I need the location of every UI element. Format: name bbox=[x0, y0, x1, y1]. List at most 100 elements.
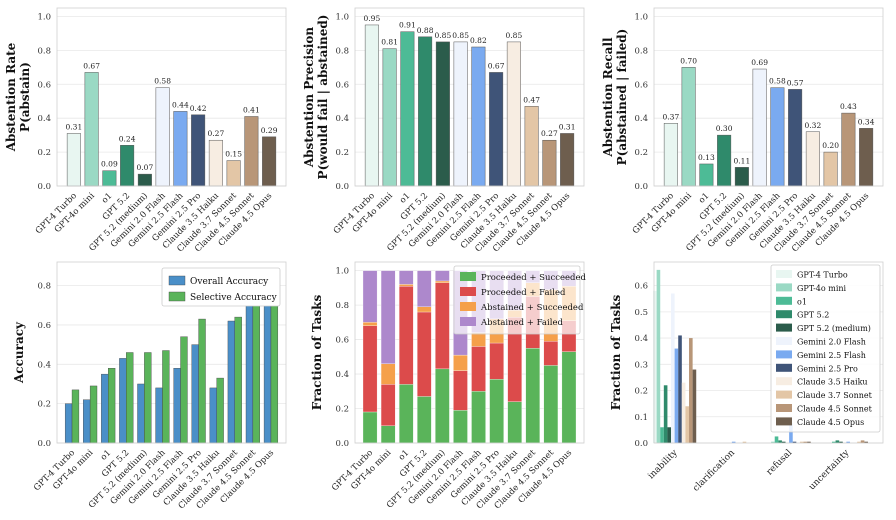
bar bbox=[681, 382, 686, 443]
bar-overall bbox=[263, 303, 272, 444]
data-label: 0.85 bbox=[435, 31, 452, 40]
stacked-segment bbox=[362, 325, 378, 413]
stacked-segment bbox=[362, 322, 378, 326]
stacked-segment bbox=[507, 401, 522, 444]
bar bbox=[734, 167, 749, 187]
y-axis-label: P(abstain) bbox=[18, 62, 32, 132]
legend-label: Overall Accuracy bbox=[190, 277, 269, 287]
data-label: 0.67 bbox=[488, 61, 505, 70]
stacked-segment bbox=[543, 341, 559, 366]
bar-overall bbox=[245, 295, 254, 444]
y-tick-label: 1.0 bbox=[37, 12, 51, 22]
data-label: 0.43 bbox=[840, 102, 857, 111]
legend-swatch bbox=[776, 270, 792, 278]
legend-label: Claude 3.5 Haiku bbox=[797, 378, 868, 387]
y-axis-label: Fraction of Tasks bbox=[609, 295, 623, 411]
bar-selective bbox=[162, 350, 170, 444]
y-tick-label: 0.4 bbox=[37, 360, 51, 370]
bar bbox=[778, 440, 782, 443]
data-label: 0.47 bbox=[523, 95, 540, 104]
bar bbox=[471, 46, 486, 187]
data-label: 0.37 bbox=[663, 112, 680, 121]
bar bbox=[155, 87, 170, 187]
bar bbox=[173, 111, 188, 187]
bar bbox=[453, 41, 468, 187]
y-tick-label: 0.2 bbox=[37, 400, 51, 410]
legend-label: GPT 5.2 bbox=[797, 311, 829, 320]
y-tick-label: 0.0 bbox=[335, 439, 349, 449]
legend-label: Abstained + Failed bbox=[480, 318, 563, 328]
legend-label: Gemini 2.5 Pro bbox=[797, 364, 858, 373]
bar bbox=[692, 369, 697, 443]
bar-overall bbox=[119, 358, 127, 444]
bar bbox=[831, 441, 836, 443]
data-label: 0.58 bbox=[769, 77, 786, 86]
data-label: 0.69 bbox=[751, 58, 768, 67]
bar-selective bbox=[234, 316, 242, 444]
stacked-segment bbox=[471, 391, 486, 444]
legend-swatch bbox=[460, 302, 476, 311]
data-label: 0.34 bbox=[858, 117, 875, 126]
bar bbox=[102, 170, 117, 187]
bar bbox=[803, 441, 808, 443]
bar bbox=[244, 116, 259, 187]
y-tick-label: 0.5 bbox=[634, 308, 648, 318]
data-label: 0.67 bbox=[83, 61, 100, 70]
data-label: 0.27 bbox=[541, 129, 558, 138]
bar bbox=[66, 133, 81, 187]
data-label: 0.15 bbox=[225, 150, 242, 159]
legend-swatch bbox=[168, 275, 186, 286]
bar bbox=[418, 36, 433, 187]
stacked-segment bbox=[435, 368, 450, 444]
bar bbox=[382, 48, 397, 187]
legend-swatch bbox=[776, 283, 792, 292]
x-tick-label: clarification bbox=[691, 448, 737, 494]
data-label: 0.13 bbox=[698, 153, 715, 162]
stacked-segment bbox=[453, 370, 468, 411]
stacked-segment bbox=[362, 270, 378, 323]
y-tick-label: 0.2 bbox=[335, 405, 349, 415]
legend-label: Gemini 2.0 Flash bbox=[797, 338, 866, 347]
legend-box bbox=[453, 265, 581, 335]
legend-swatch bbox=[460, 317, 476, 326]
stacked-segment bbox=[453, 354, 468, 371]
bar bbox=[656, 269, 661, 443]
legend: GPT-4 Turbo GPT-4o mini o1 GPT 5.2 GPT 5.2 (… bbox=[770, 264, 881, 433]
bar-selective bbox=[126, 352, 134, 444]
stacked-segment bbox=[399, 284, 414, 287]
bar-overall bbox=[64, 403, 73, 444]
bar bbox=[489, 72, 504, 187]
chart-panel-3: 0.0 0.2 0.4 0.6 0.8 1.0 0.37 0.70 0.13 0.30 0.11 0.… bbox=[601, 7, 884, 254]
bar bbox=[789, 423, 793, 443]
bar-selective bbox=[89, 385, 98, 444]
y-tick-label: 0.4 bbox=[335, 370, 349, 380]
y-tick-label: 0.8 bbox=[634, 46, 648, 56]
legend-box bbox=[161, 267, 281, 307]
stacked-segment bbox=[543, 365, 559, 444]
y-tick-label: 0.4 bbox=[37, 114, 51, 124]
y-tick-label: 0.0 bbox=[37, 182, 51, 192]
bar-selective bbox=[71, 389, 80, 444]
legend-swatch bbox=[776, 417, 792, 426]
bar bbox=[671, 293, 675, 443]
bar bbox=[846, 441, 850, 443]
bar bbox=[774, 436, 779, 443]
legend: Proceeded + Succeeded Proceeded + Failed A… bbox=[453, 265, 587, 335]
data-label: 0.24 bbox=[119, 134, 136, 143]
stacked-segment bbox=[399, 384, 414, 444]
data-label: 0.29 bbox=[261, 126, 278, 135]
bar bbox=[864, 441, 868, 443]
bar bbox=[805, 131, 820, 187]
data-label: 0.85 bbox=[506, 31, 523, 40]
bar bbox=[226, 160, 241, 187]
bar-selective bbox=[270, 295, 279, 444]
chart-panel-1: 0.0 0.2 0.4 0.6 0.8 1.0 0.31 0.67 0.09 0.24 0.07 0.… bbox=[4, 7, 287, 254]
y-tick-label: 0.6 bbox=[335, 80, 349, 90]
bar bbox=[771, 441, 775, 443]
data-label: 0.85 bbox=[452, 31, 469, 40]
data-label: 0.82 bbox=[470, 36, 487, 45]
y-tick-label: 0.3 bbox=[634, 360, 648, 370]
bar-selective bbox=[252, 293, 260, 444]
bar bbox=[542, 139, 557, 187]
